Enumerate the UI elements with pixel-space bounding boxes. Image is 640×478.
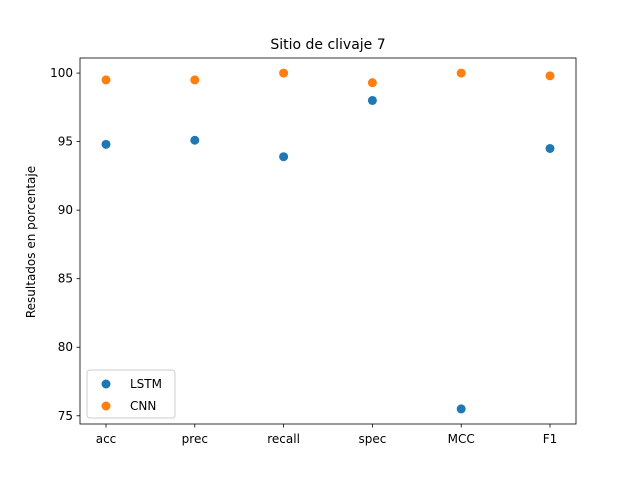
y-tick-label: 95: [58, 135, 73, 149]
plot-area: 75 80 85 90 95 100 acc prec recall spec MCC F1: [50, 57, 577, 446]
point-cnn-acc: [101, 75, 111, 85]
x-tick-label-recall: recall: [267, 432, 300, 446]
legend-label-cnn: CNN: [130, 399, 156, 413]
point-lstm-F1: [545, 143, 555, 153]
point-cnn-MCC: [456, 68, 466, 78]
x-tick-label-spec: spec: [358, 432, 386, 446]
point-cnn-recall: [279, 68, 289, 78]
x-tick-label-MCC: MCC: [448, 432, 475, 446]
x-tick-label-prec: prec: [182, 432, 208, 446]
point-cnn-spec: [367, 78, 377, 88]
point-lstm-spec: [367, 95, 377, 105]
point-lstm-prec: [190, 135, 200, 145]
point-lstm-MCC: [456, 404, 466, 414]
x-tick-label-F1: F1: [543, 432, 558, 446]
point-cnn-F1: [545, 71, 555, 81]
y-axis-label: Resultados en porcentaje: [24, 166, 38, 318]
axes-frame: [79, 57, 577, 425]
y-tick-label: 75: [58, 409, 73, 423]
y-tick-label: 80: [58, 340, 73, 354]
point-cnn-prec: [190, 75, 200, 85]
y-tick-label: 100: [50, 66, 73, 80]
legend-marker-lstm: [101, 379, 111, 389]
legend: LSTM CNN: [86, 369, 176, 419]
legend-label-lstm: LSTM: [130, 377, 162, 391]
point-lstm-recall: [279, 152, 289, 162]
chart-title: Sitio de clivaje 7: [270, 37, 385, 53]
point-lstm-acc: [101, 139, 111, 149]
y-tick-label: 90: [58, 203, 73, 217]
x-tick-label-acc: acc: [96, 432, 117, 446]
y-tick-label: 85: [58, 272, 73, 286]
legend-marker-cnn: [101, 401, 111, 411]
